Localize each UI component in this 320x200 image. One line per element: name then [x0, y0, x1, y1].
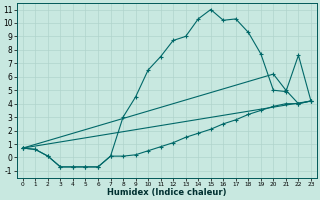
X-axis label: Humidex (Indice chaleur): Humidex (Indice chaleur) — [107, 188, 227, 197]
